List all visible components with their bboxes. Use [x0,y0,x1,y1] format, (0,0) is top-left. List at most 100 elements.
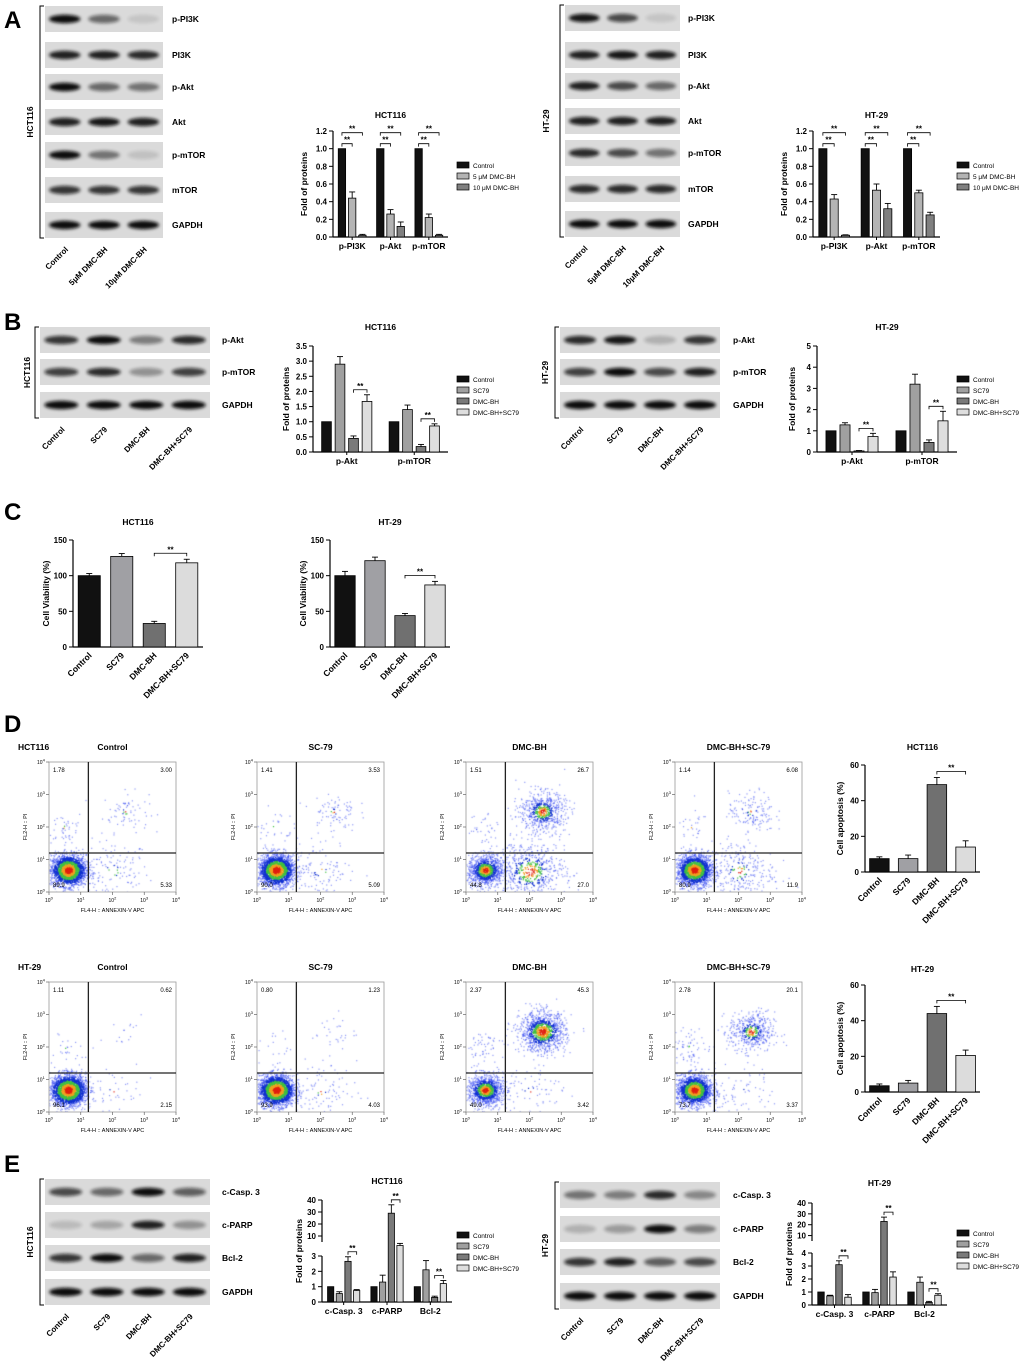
x-axis-label: FL4-H :: ANNEXIN-V APC [498,1128,562,1134]
tick-base: 10 [140,898,146,904]
y-tick-label: 150 [54,536,68,545]
protein-band [127,14,160,24]
significance-label: ** [387,125,394,134]
tick-exponent: 2 [43,1043,46,1048]
y-tick-label: 100 [311,572,325,581]
tick-base: 10 [245,858,251,864]
tick-exponent: 1 [708,896,711,901]
protein-band [88,150,120,160]
protein-band [127,185,160,195]
tick-base: 10 [454,793,460,799]
cell-line-bracket [39,5,44,239]
protein-band [564,1224,596,1234]
bar [321,421,332,453]
y-tick-label: 101 [454,1075,463,1084]
legend-swatch [456,408,470,416]
protein-band [88,220,120,230]
significance-label: ** [382,136,389,145]
protein-band [568,184,600,194]
y-axis-label: Fold of proteins [784,1222,794,1286]
x-axis-label: FL4-H :: ANNEXIN-V APC [498,908,562,914]
legend-swatch [456,161,470,169]
quadrant-value-lower-left: 49.0 [470,1103,482,1109]
tick-base: 10 [703,898,709,904]
bar [829,198,839,238]
protein-band [49,1253,83,1263]
chart-title: HCT116 [365,322,396,332]
tick-exponent: 3 [669,1010,672,1015]
bar [353,1290,361,1303]
y-tick-label: 102 [37,823,46,832]
tick-base: 10 [45,898,51,904]
x-tick-label: 102 [735,1116,744,1125]
tick-exponent: 1 [82,896,85,901]
tick-exponent: 4 [178,1116,181,1121]
tick-exponent: 3 [563,896,566,901]
y-tick-label: 60 [850,981,859,990]
bar [327,1286,335,1303]
protein-band [88,14,120,24]
cell-line-bracket [34,326,39,419]
western-blot: p-PI3K PI3K p-Akt Akt p-mTOR mTOR GAPDH HCT116 C… [25,5,205,290]
bar [914,192,924,238]
protein-band [171,400,206,410]
significance-label: ** [948,992,955,1001]
flow-cytometry-plot: DMC-BH1.51 26.744.8 27.0100100101101102102… [440,742,598,914]
band-label: p-mTOR [688,148,721,158]
tick-base: 10 [454,1110,460,1116]
y-tick-label: 1.2 [796,127,808,136]
bar [862,1291,870,1306]
tick-base: 10 [317,1118,323,1124]
y-tick-label: 0.0 [296,448,308,457]
chart-title: HCT116 [371,1176,402,1186]
lane-label: DMC-BH [122,425,151,454]
protein-band [564,1257,596,1267]
category-label: SC79 [104,650,126,672]
tick-base: 10 [77,1118,83,1124]
group-label: Bcl-2 [420,1306,441,1316]
bar [955,846,976,873]
tick-base: 10 [454,980,460,986]
protein-band [48,117,81,127]
bar [897,858,919,873]
x-tick-label: 104 [589,1116,598,1125]
protein-band [568,116,600,126]
significance-label: ** [873,125,880,134]
category-label: SC79 [357,650,379,672]
tick-base: 10 [703,1118,709,1124]
flow-density-dots [466,982,593,1112]
tick-base: 10 [766,1118,772,1124]
group-label: p-Akt [380,241,402,251]
x-tick-label: 102 [526,1116,535,1125]
bar [142,623,166,648]
bar [334,363,346,453]
group-label: c-Casp. 3 [816,1309,854,1319]
tick-base: 10 [172,898,178,904]
tick-exponent: 4 [804,1116,807,1121]
tick-base: 10 [348,1118,354,1124]
tick-exponent: 3 [772,896,775,901]
significance-label: ** [948,763,955,772]
protein-band [564,335,596,345]
y-tick-label: 103 [37,790,46,799]
x-tick-label: 101 [77,896,86,905]
y-tick-label: 0 [807,448,812,457]
x-tick-label: 101 [494,896,503,905]
y-tick-label: 0.6 [316,180,328,189]
legend-label: SC79 [973,1242,990,1249]
protein-band [645,81,677,91]
legend-label: 5 μM DMC-BH [973,174,1016,181]
tick-exponent: 3 [460,1010,463,1015]
significance-label: ** [426,125,433,134]
tick-exponent: 3 [146,1116,149,1121]
lane-label: 5μM DMC-BH [67,245,109,287]
protein-band [644,1257,676,1267]
tick-exponent: 3 [354,896,357,901]
bar [414,148,423,238]
tick-base: 10 [109,898,115,904]
protein-band [127,117,160,127]
y-tick-label: 40 [307,1196,316,1205]
tick-exponent: 3 [251,1010,254,1015]
flow-density-dots [675,762,802,892]
